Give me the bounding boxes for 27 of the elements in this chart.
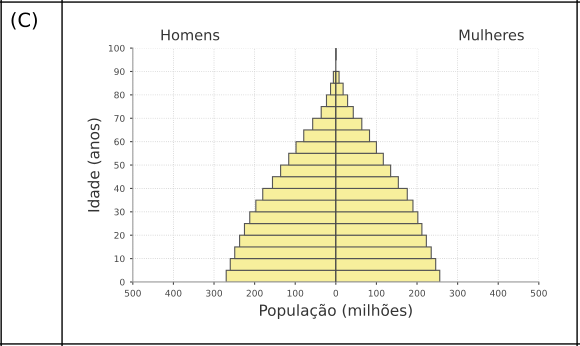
x-tick-label: 500 (124, 290, 141, 297)
x-axis-title: População (milhões) (260, 304, 412, 319)
y-tick-label: 30 (114, 208, 125, 216)
text: Mulheres (460, 29, 524, 40)
x-tick-label: 0 (334, 290, 338, 297)
y-tick-label: 0 (120, 278, 125, 286)
x-tick-label: 400 (165, 290, 182, 297)
y-tick-label: 100 (108, 44, 125, 52)
x-tick-label: 200 (409, 290, 426, 297)
text: Homens (162, 30, 220, 40)
y-tick-label: 50 (114, 162, 125, 169)
x-tick-label: 200 (246, 290, 263, 297)
y-tick-label: 80 (114, 92, 125, 98)
text: (C) (12, 12, 37, 30)
y-tick-label: 70 (114, 114, 125, 122)
y-tick-label: 40 (114, 185, 125, 192)
x-tick-label: 100 (368, 290, 384, 297)
x-tick-label: 100 (288, 290, 304, 297)
x-tick-label: 500 (530, 290, 547, 297)
x-tick-label: 300 (450, 290, 466, 297)
y-tick-label: 20 (114, 232, 125, 239)
y-axis-title: Idade (anos) (88, 118, 102, 212)
y-tick-label: 60 (114, 138, 125, 146)
x-tick-label: 400 (490, 290, 506, 297)
y-tick-label: 10 (114, 255, 125, 262)
x-tick-label: 300 (206, 290, 222, 297)
y-tick-label: 90 (114, 68, 125, 76)
